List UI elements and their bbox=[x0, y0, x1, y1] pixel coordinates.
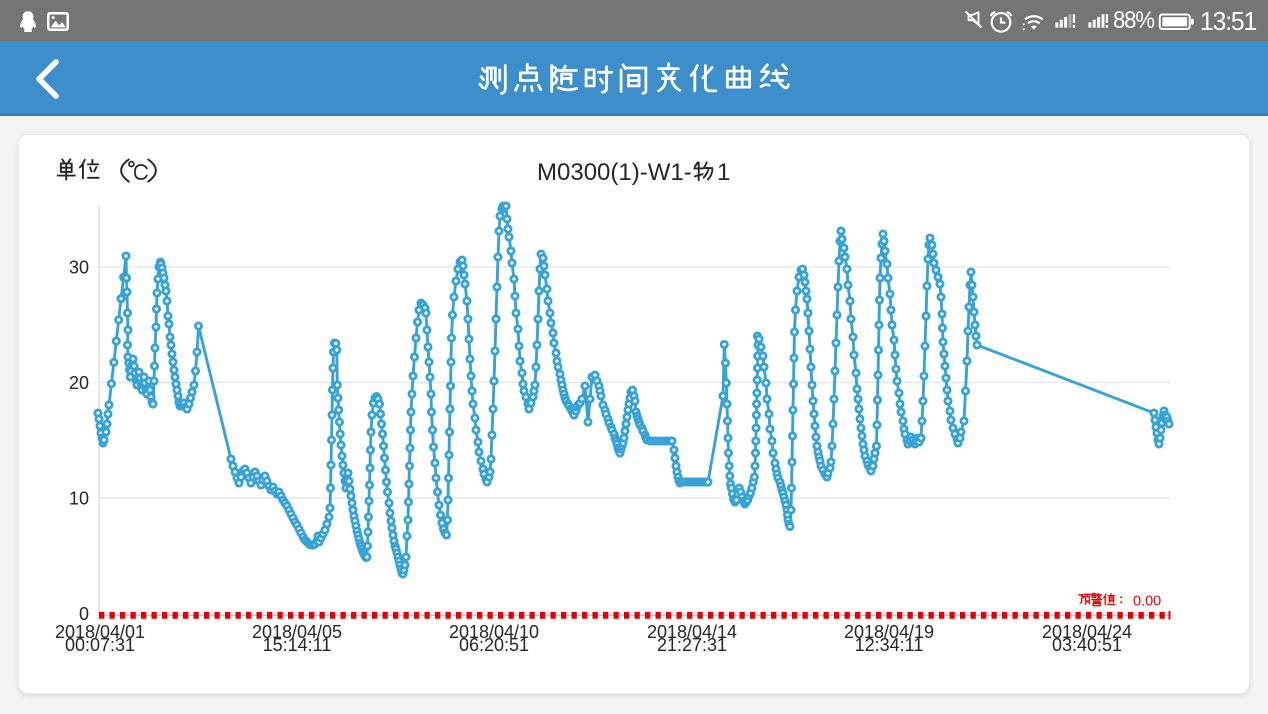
svg-text:30: 30 bbox=[69, 257, 89, 277]
svg-text:2018/04/10: 2018/04/10 bbox=[449, 622, 539, 642]
svg-text:0.00: 0.00 bbox=[1133, 594, 1161, 610]
svg-text:06:20:51: 06:20:51 bbox=[459, 635, 529, 655]
svg-text:2018/04/24: 2018/04/24 bbox=[1042, 622, 1132, 642]
svg-text:10: 10 bbox=[69, 488, 89, 508]
svg-text:00:07:31: 00:07:31 bbox=[65, 635, 135, 655]
svg-text:0: 0 bbox=[79, 604, 89, 624]
svg-text:20: 20 bbox=[69, 373, 89, 393]
svg-text:2018/04/01: 2018/04/01 bbox=[55, 622, 145, 642]
svg-text:2018/04/14: 2018/04/14 bbox=[647, 622, 737, 642]
svg-text:15:14:11: 15:14:11 bbox=[263, 635, 332, 655]
svg-text:03:40:51: 03:40:51 bbox=[1052, 635, 1122, 655]
svg-text:2018/04/05: 2018/04/05 bbox=[252, 622, 342, 642]
svg-text:2018/04/19: 2018/04/19 bbox=[844, 622, 934, 642]
svg-text:M0300(1)-W1-: M0300(1)-W1- bbox=[537, 159, 692, 186]
svg-text:1: 1 bbox=[717, 159, 730, 186]
svg-text:21:27:31: 21:27:31 bbox=[657, 635, 727, 655]
svg-text:12:34:11: 12:34:11 bbox=[855, 635, 924, 655]
